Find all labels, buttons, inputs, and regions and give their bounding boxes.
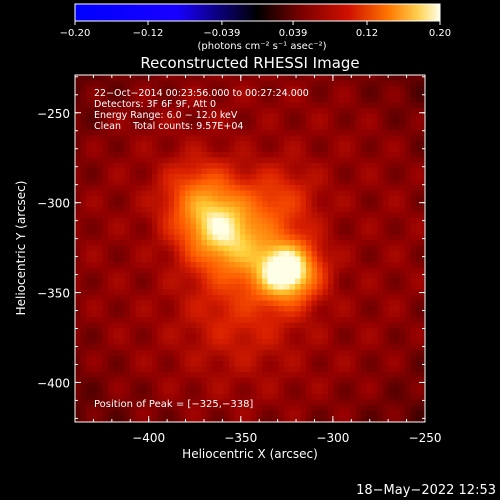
colorbar [74, 3, 441, 22]
heatmap-image [75, 75, 425, 422]
x-tick-label: −250 [409, 431, 442, 445]
y-tick-label: −350 [37, 287, 70, 301]
axis-ticks: −400 −350 −300 −250 −250 −300 −350 −400 [37, 75, 441, 445]
plot-frame [74, 74, 426, 423]
colorbar-tick-label: 0.12 [356, 28, 378, 39]
y-axis-label: Heliocentric Y (arcsec) [14, 181, 28, 316]
y-tick-label: −400 [37, 376, 70, 390]
info-line-detectors: Detectors: 3F 6F 9F, Att 0 [94, 99, 216, 110]
x-axis-label: Heliocentric X (arcsec) [182, 447, 318, 461]
x-tick-label: −400 [132, 431, 165, 445]
colorbar-tick-label: 0.039 [279, 28, 308, 39]
colorbar-unit-label: (photons cm⁻² s⁻¹ asec⁻²) [197, 41, 326, 52]
footer-timestamp: 18−May−2022 12:53 [356, 483, 496, 498]
y-tick-label: −250 [37, 107, 70, 121]
colorbar-tick-label: −0.039 [203, 28, 240, 39]
chart-title: Reconstructed RHESSI Image [140, 54, 359, 72]
colorbar-tick-label: −0.20 [60, 28, 91, 39]
colorbar-tick-label: 0.20 [429, 28, 451, 39]
info-line-counts: Clean Total counts: 9.57E+04 [94, 121, 243, 132]
info-line-energy: Energy Range: 6.0 − 12.0 keV [94, 110, 238, 121]
colorbar-tick-label: −0.12 [133, 28, 164, 39]
x-tick-label: −300 [316, 431, 349, 445]
colorbar-ticks: −0.20 −0.12 −0.039 0.039 0.12 0.20 [60, 21, 451, 39]
peak-position-label: Position of Peak = [−325,−338] [94, 399, 253, 410]
info-line-time: 22−Oct−2014 00:23:56.000 to 00:27:24.000 [94, 88, 309, 99]
info-text: 22−Oct−2014 00:23:56.000 to 00:27:24.000… [94, 88, 309, 132]
x-tick-label: −350 [224, 431, 257, 445]
y-tick-label: −300 [37, 197, 70, 211]
